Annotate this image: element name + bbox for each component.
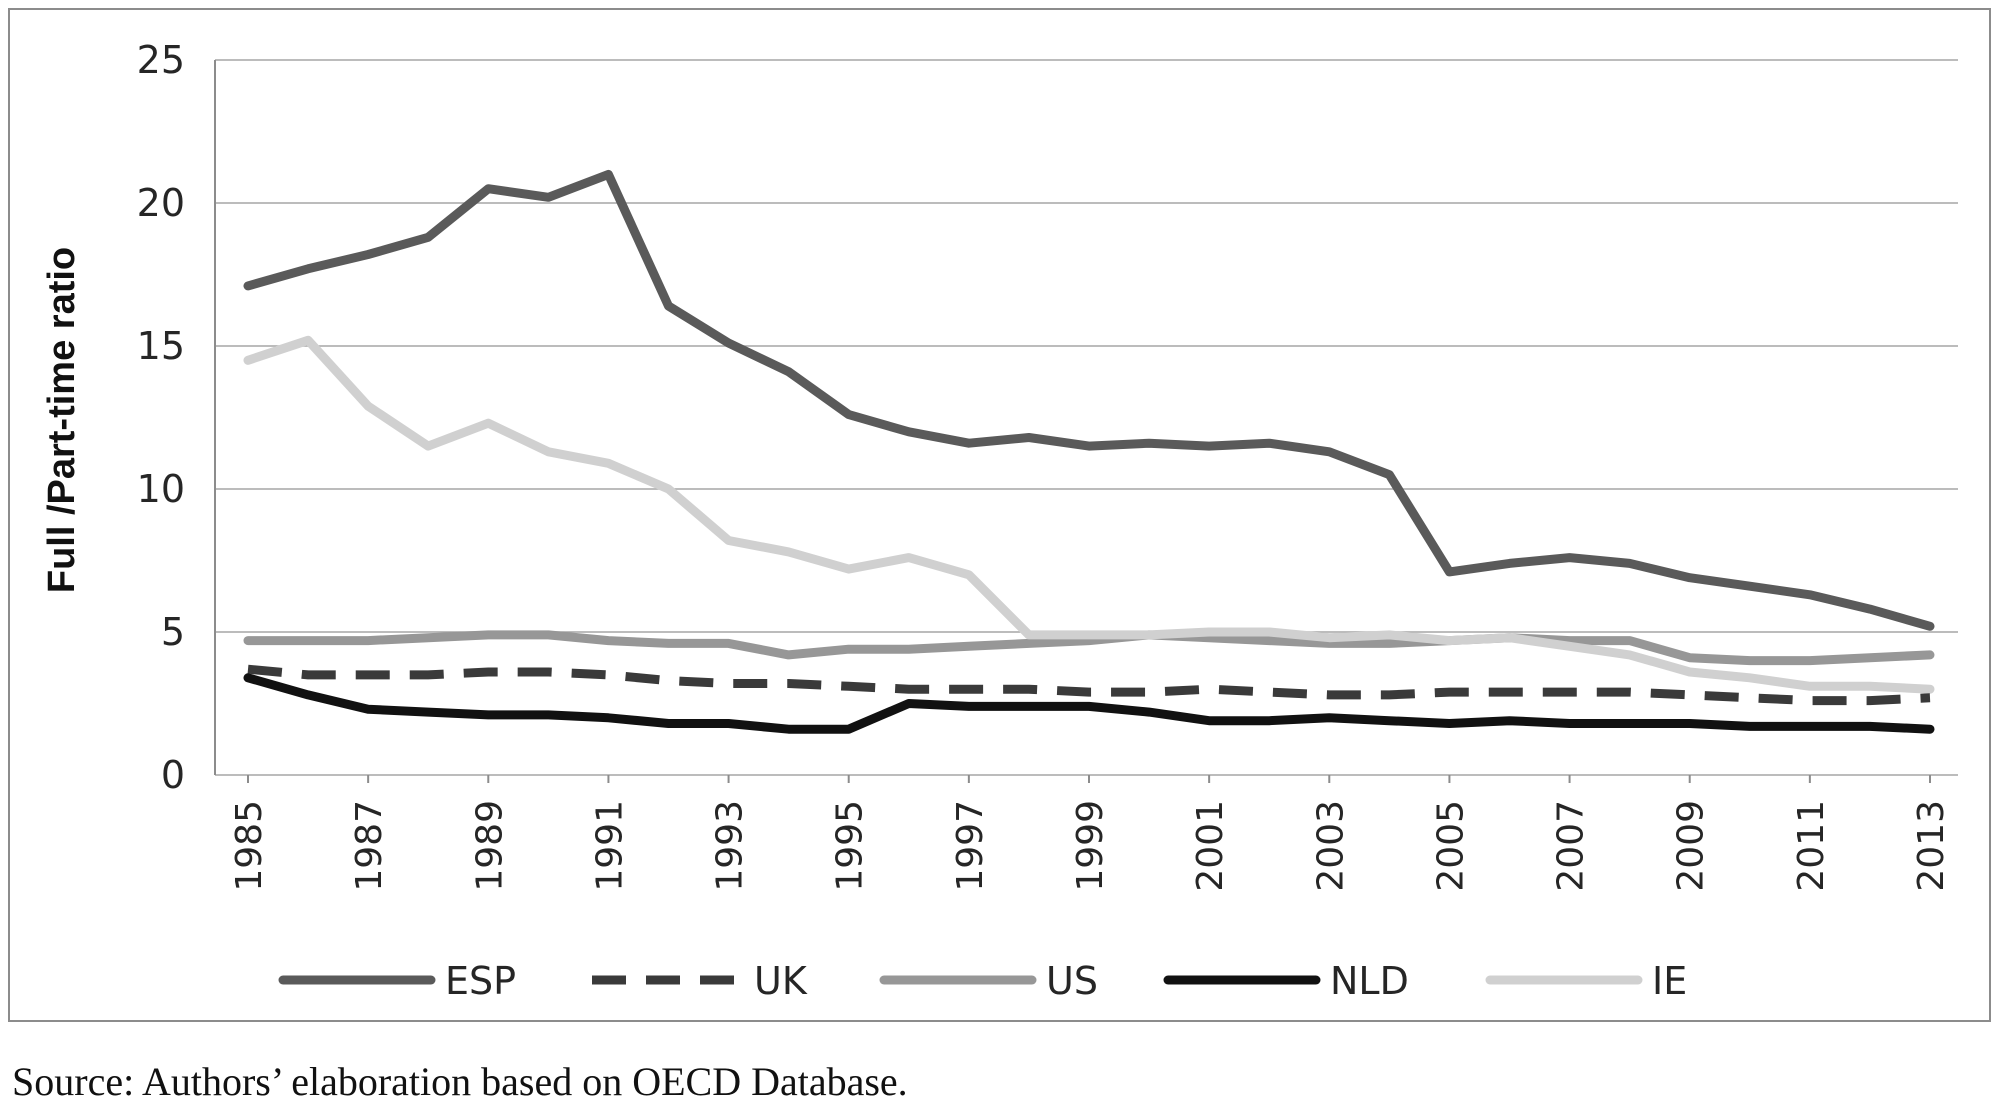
x-tick-label: 2009 <box>1671 800 1712 892</box>
x-tick-label: 2013 <box>1911 800 1952 892</box>
x-tick-label: 2011 <box>1791 800 1832 892</box>
x-tick-label: 1993 <box>710 800 751 892</box>
x-tick-label: 1995 <box>830 800 871 892</box>
series-lines <box>243 169 1935 734</box>
x-tick-label: 2001 <box>1190 800 1231 892</box>
x-tick-label: 1997 <box>950 800 991 892</box>
y-axis-ticks: 0 5 10 15 20 25 <box>137 38 185 797</box>
series-line-uk <box>247 664 1931 706</box>
y-tick-label: 10 <box>137 467 185 511</box>
y-tick-label: 20 <box>137 181 185 225</box>
chart-frame <box>8 8 1991 1022</box>
series-line-ie <box>243 335 1935 694</box>
legend-label-us: US <box>1046 959 1098 1003</box>
x-tick-label: 2005 <box>1430 800 1471 892</box>
source-note: Source: Authors’ elaboration based on OE… <box>12 1059 908 1104</box>
legend-label-esp: ESP <box>445 959 516 1003</box>
legend-label-uk: UK <box>754 959 808 1003</box>
x-tick-label: 1985 <box>229 800 270 892</box>
x-tick-label: 1991 <box>589 800 630 892</box>
y-tick-label: 0 <box>161 753 185 797</box>
series-line-us <box>243 630 1935 666</box>
y-tick-label: 15 <box>137 324 185 368</box>
x-tick-label: 1987 <box>349 800 390 892</box>
y-tick-label: 5 <box>161 610 185 654</box>
y-tick-label: 25 <box>137 38 185 82</box>
x-tick-label: 2007 <box>1551 800 1592 892</box>
x-tick-label: 2003 <box>1310 800 1351 892</box>
x-axis-ticks: 1985 1987 1989 1991 1993 1995 1997 1999 2001 2003… <box>229 775 1952 892</box>
legend-label-nld: NLD <box>1330 959 1409 1003</box>
legend: ESP UK US NLD IE <box>278 959 1687 1003</box>
series-line-esp <box>243 169 1935 631</box>
x-tick-label: 1999 <box>1070 800 1111 892</box>
y-axis-title: Full /Part-time ratio <box>41 247 83 593</box>
x-tick-label: 1989 <box>469 800 510 892</box>
legend-label-ie: IE <box>1652 959 1687 1003</box>
series-line-nld <box>243 673 1935 734</box>
